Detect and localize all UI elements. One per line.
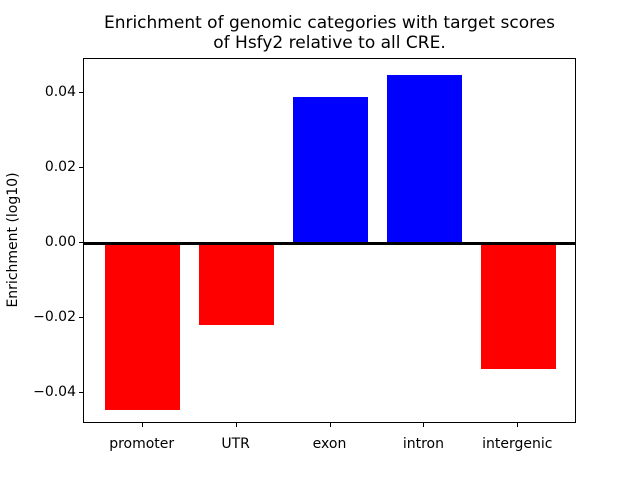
bar-intergenic <box>480 243 556 370</box>
chart-title: Enrichment of genomic categories with ta… <box>103 13 556 53</box>
x-tick-label-intron: intron <box>402 436 444 452</box>
x-tick-label-promoter: promoter <box>109 436 175 452</box>
x-tick-mark <box>329 423 331 427</box>
x-tick-mark <box>517 423 519 427</box>
y-tick-mark <box>79 91 83 93</box>
bar-promoter <box>105 243 181 411</box>
y-tick-mark <box>79 317 83 319</box>
y-tick-label: −0.04 <box>33 384 76 401</box>
x-tick-mark <box>423 423 425 427</box>
x-tick-label-exon: exon <box>312 436 347 452</box>
x-tick-label-intergenic: intergenic <box>482 436 553 452</box>
y-tick-label: −0.02 <box>33 309 76 326</box>
y-tick-mark <box>79 392 83 394</box>
bar-exon <box>292 96 368 243</box>
y-tick-label: 0.04 <box>44 83 76 100</box>
bar-UTR <box>199 243 275 325</box>
plot-area <box>83 58 576 423</box>
x-tick-label-UTR: UTR <box>221 436 250 452</box>
y-tick-label: 0.00 <box>44 234 76 250</box>
y-tick-label: 0.02 <box>44 158 76 175</box>
x-tick-mark <box>141 423 143 427</box>
zero-line <box>84 242 575 245</box>
x-tick-mark <box>235 423 237 427</box>
y-tick-mark <box>79 166 83 168</box>
y-tick-mark <box>79 242 83 243</box>
bar-intron <box>386 75 462 243</box>
